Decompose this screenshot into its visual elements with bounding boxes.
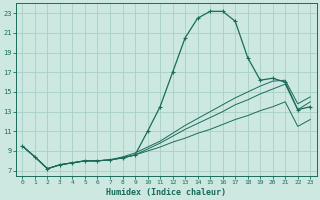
- X-axis label: Humidex (Indice chaleur): Humidex (Indice chaleur): [106, 188, 226, 197]
